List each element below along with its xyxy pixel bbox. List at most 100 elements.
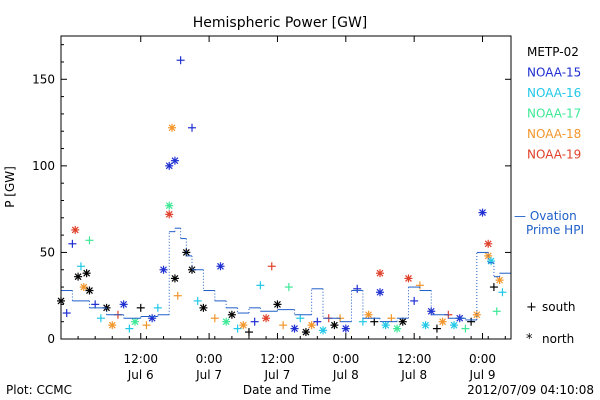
data-point (165, 210, 174, 219)
data-point (421, 321, 430, 330)
data-point (193, 296, 202, 305)
data-point (484, 239, 493, 248)
data-point (165, 161, 174, 170)
data-point (62, 309, 71, 318)
data-point (273, 300, 282, 309)
x-tick-time: 12:00 (397, 352, 432, 366)
data-point (182, 248, 191, 257)
data-point (353, 284, 362, 293)
data-point (256, 281, 265, 290)
data-point (76, 262, 85, 271)
south-label: south (542, 300, 576, 314)
data-point (262, 314, 271, 323)
data-point (210, 314, 219, 323)
data-point (492, 307, 501, 316)
y-tick-label: 0 (47, 332, 55, 346)
data-point (199, 303, 208, 312)
data-point (438, 317, 447, 326)
x-axis-label: Date and Time (243, 383, 331, 397)
data-point (131, 317, 140, 326)
data-point (284, 283, 293, 292)
data-point (410, 296, 419, 305)
x-tick-date: Jul 7 (263, 368, 290, 382)
data-point (142, 321, 151, 330)
data-point (173, 291, 182, 300)
data-point (216, 262, 225, 271)
data-point (79, 283, 88, 292)
data-point (119, 300, 128, 309)
data-point (467, 317, 476, 326)
data-point (267, 262, 276, 271)
data-point (71, 225, 80, 234)
data-point (239, 321, 248, 330)
x-tick-date: Jul 7 (195, 368, 222, 382)
x-axis: 12:00 Jul 6 0:00 Jul 7 12:00 Jul 7 0:00 Jul 8 12… (60, 36, 506, 382)
x-tick-time: 12:00 (123, 352, 158, 366)
data-point (489, 283, 498, 292)
x-tick-time: 0:00 (332, 352, 359, 366)
data-point (91, 300, 100, 309)
data-point (168, 123, 177, 132)
data-point (364, 310, 373, 319)
data-point (301, 328, 310, 337)
data-point (358, 317, 367, 326)
data-point (498, 288, 507, 297)
plot-frame (60, 35, 512, 340)
legend-entry: NOAA-17 (527, 107, 581, 121)
data-point (393, 324, 402, 333)
legend-entry: METP-02 (527, 45, 579, 59)
data-points (57, 56, 507, 337)
data-point (478, 208, 487, 217)
legend-entry: NOAA-18 (527, 127, 581, 141)
x-tick-date: Jul 9 (469, 368, 496, 382)
data-point (233, 324, 242, 333)
data-point (472, 310, 481, 319)
data-point (165, 201, 174, 210)
data-point (159, 265, 168, 274)
data-point (148, 314, 157, 323)
x-tick-time: 12:00 (260, 352, 295, 366)
data-point (244, 328, 253, 337)
data-point (387, 314, 396, 323)
y-axis-label: P [GW] (3, 166, 17, 208)
data-point (381, 321, 390, 330)
data-point (415, 281, 424, 290)
legend-entry: NOAA-19 (527, 148, 581, 162)
data-point (290, 324, 299, 333)
legend-entry: NOAA-15 (527, 66, 581, 80)
legend-entry: NOAA-16 (527, 86, 581, 100)
data-point (68, 239, 77, 248)
data-point (319, 326, 328, 335)
y-tick-label: 100 (32, 159, 55, 173)
data-point (85, 286, 94, 295)
data-point (74, 272, 83, 281)
data-point (188, 123, 197, 132)
data-point (398, 317, 407, 326)
x-tick-time: 0:00 (469, 352, 496, 366)
data-point (279, 321, 288, 330)
data-point (370, 317, 379, 326)
data-point (108, 321, 117, 330)
x-tick-date: Jul 8 (332, 368, 359, 382)
x-tick-time: 0:00 (196, 352, 223, 366)
data-point (375, 288, 384, 297)
north-symbol: * (526, 332, 533, 347)
y-axis: 0 50 100 150 (32, 44, 511, 346)
data-point (432, 324, 441, 333)
y-tick-label: 50 (40, 245, 55, 259)
y-tick-label: 150 (32, 72, 55, 86)
data-point (404, 274, 413, 283)
data-point (450, 321, 459, 330)
footer-credit: Plot: CCMC (6, 383, 72, 397)
data-point (153, 303, 162, 312)
data-point (307, 321, 316, 330)
data-point (341, 324, 350, 333)
south-symbol: + (526, 300, 537, 315)
data-point (125, 324, 134, 333)
data-point (96, 314, 105, 323)
data-point (222, 317, 231, 326)
data-point (495, 276, 504, 285)
data-point (170, 274, 179, 283)
data-point (136, 303, 145, 312)
